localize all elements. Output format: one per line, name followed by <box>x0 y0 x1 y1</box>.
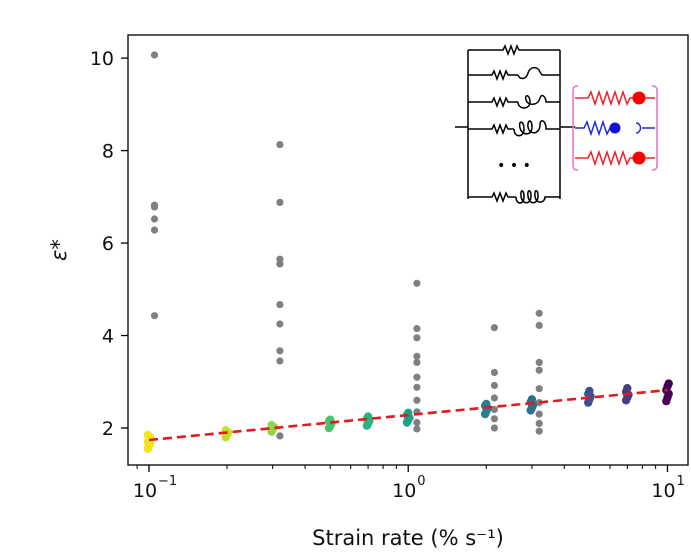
inset-dots: • • • <box>497 158 531 174</box>
red-spring-top <box>575 89 638 107</box>
outlier-point <box>535 321 543 329</box>
outlier-point <box>490 324 498 332</box>
measurement-point <box>623 384 632 393</box>
outlier-point <box>150 203 159 211</box>
outlier-point <box>490 381 498 390</box>
measurement-point <box>664 379 673 388</box>
measurement-point <box>267 421 276 430</box>
outlier-point <box>535 410 543 418</box>
outlier-point <box>413 352 421 360</box>
y-tick-label: 2 <box>102 418 114 440</box>
x-tick-label: 10 <box>133 480 157 502</box>
x-tick-exponent: −1 <box>158 474 177 489</box>
outlier-point <box>490 405 498 414</box>
outlier-point <box>535 399 543 407</box>
outlier-point <box>150 226 159 234</box>
outlier-point <box>276 141 284 149</box>
blue-socket <box>635 122 642 134</box>
x-axis-label: Strain rate (% s⁻¹) <box>312 526 504 550</box>
blue-ball <box>609 122 621 134</box>
parallel-network <box>455 43 561 204</box>
spring-branch-5 <box>468 190 516 204</box>
y-tick-label: 6 <box>102 233 114 255</box>
outlier-point <box>413 396 421 404</box>
outlier-point <box>535 366 543 374</box>
spring-branch-4 <box>468 122 514 136</box>
outlier-point <box>150 215 159 223</box>
y-tick-label: 10 <box>90 48 114 70</box>
outlier-point <box>413 334 421 342</box>
outlier-point <box>276 301 284 309</box>
y-axis-label: ε* <box>47 239 71 261</box>
outlier-point <box>413 425 421 433</box>
outlier-point <box>276 198 284 206</box>
y-axis: 2 4 6 8 10 <box>90 48 128 440</box>
outlier-point <box>535 419 543 427</box>
outlier-point <box>276 432 284 440</box>
outlier-point <box>413 325 421 333</box>
outlier-points <box>150 51 543 440</box>
coil-branch-4 <box>513 120 560 137</box>
red-ball-bottom <box>632 151 646 165</box>
fit-line <box>148 388 668 442</box>
spring-branch-1 <box>468 43 560 57</box>
x-tick-label: 10 <box>392 480 416 502</box>
outlier-point <box>150 312 159 320</box>
measurement-point <box>527 395 537 404</box>
outlier-point <box>276 320 284 328</box>
outlier-point <box>535 309 543 317</box>
outlier-point <box>535 358 543 366</box>
outlier-point <box>413 373 421 381</box>
outlier-point <box>276 260 284 268</box>
y-tick-label: 4 <box>102 326 114 348</box>
x-tick-exponent: 0 <box>417 474 425 489</box>
outlier-point <box>276 347 284 355</box>
outlier-point <box>413 418 421 427</box>
outlier-point <box>490 415 498 423</box>
rheology-model-inset: • • • <box>455 43 658 204</box>
outlier-point <box>535 385 543 393</box>
outlier-point <box>413 279 421 287</box>
outlier-point <box>490 424 498 432</box>
coil-branch-5 <box>515 190 560 204</box>
outlier-point <box>490 394 498 402</box>
measurement-point <box>585 386 594 396</box>
outlier-point <box>150 51 159 59</box>
spring-branch-2 <box>468 68 518 82</box>
coil-branch-3 <box>517 94 560 109</box>
outlier-point <box>535 427 543 435</box>
x-axis: 10 −1 10 0 10 1 <box>133 465 685 502</box>
outlier-point <box>413 383 421 391</box>
x-tick-exponent: 1 <box>676 474 684 489</box>
y-tick-label: 8 <box>102 141 114 163</box>
right-bracket <box>651 85 658 171</box>
spring-branch-3 <box>468 95 518 109</box>
left-bracket <box>572 85 579 171</box>
outlier-point <box>413 358 421 366</box>
outlier-point <box>490 368 498 377</box>
blue-spring <box>575 119 612 137</box>
outlier-point <box>276 357 284 365</box>
red-ball-top <box>632 91 646 105</box>
x-tick-label: 10 <box>651 480 675 502</box>
coil-branch-2 <box>517 66 560 80</box>
measurement-point <box>143 430 152 440</box>
red-spring-bottom <box>575 149 638 167</box>
